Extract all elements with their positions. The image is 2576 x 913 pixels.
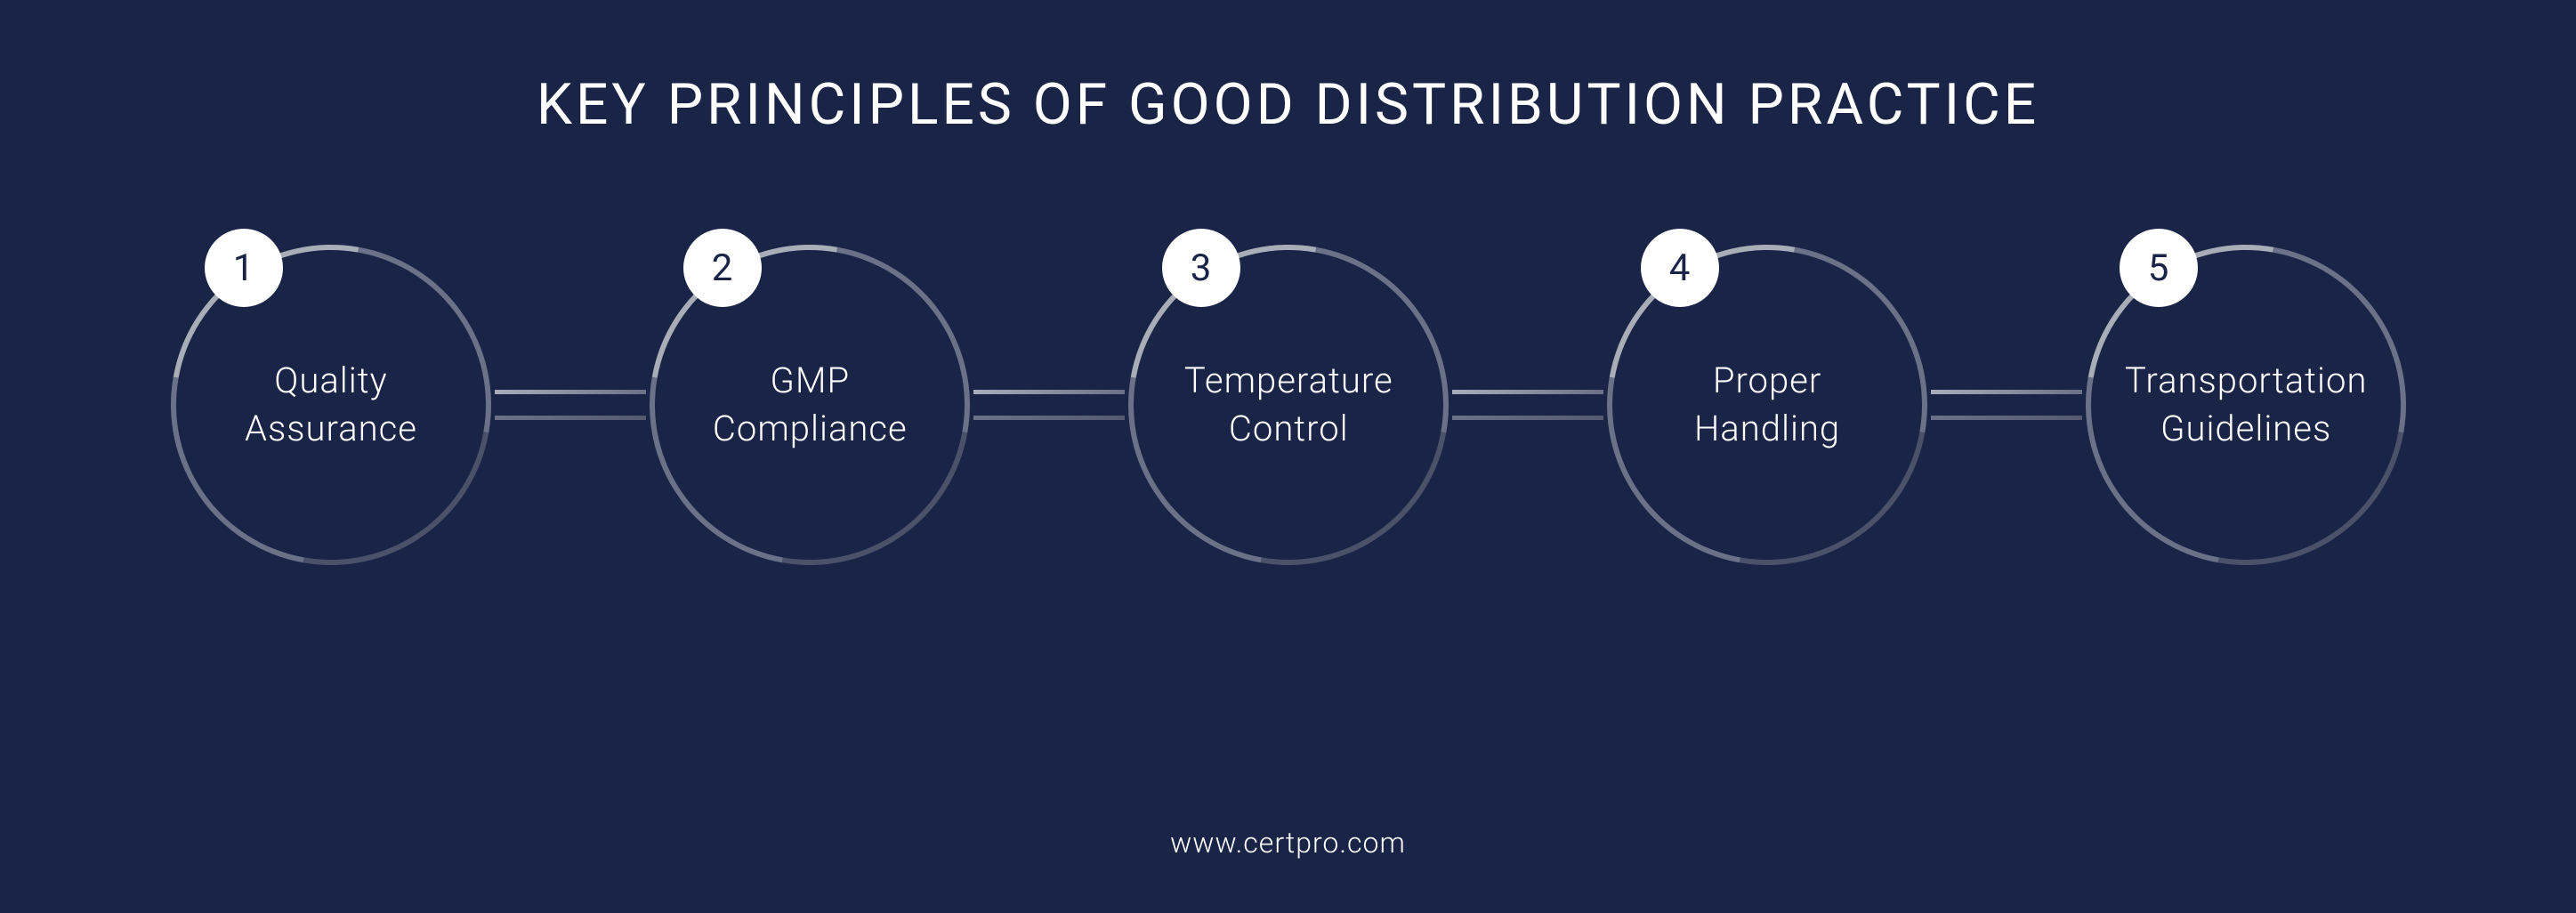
footer-url: www.certpro.com: [1170, 826, 1406, 860]
label-line2: Assurance: [245, 408, 417, 449]
badge-number: 4: [1669, 246, 1691, 290]
label-line1: Proper: [1712, 360, 1821, 401]
badge-number: 3: [1191, 246, 1212, 290]
connector: [495, 371, 646, 439]
principle-badge: 2: [683, 229, 762, 307]
label-line1: Temperature: [1183, 360, 1393, 401]
connector-line-bottom: [495, 416, 646, 420]
connector: [1931, 371, 2082, 439]
principle-badge: 1: [205, 229, 283, 307]
connector-line-top: [1931, 390, 2082, 394]
label-line2: Compliance: [712, 408, 907, 449]
infographic-container: KEY PRINCIPLES OF GOOD DISTRIBUTION PRAC…: [0, 0, 2576, 913]
connector-line-bottom: [973, 416, 1125, 420]
principle-badge: 5: [2120, 229, 2198, 307]
principle-3: 3 Temperature Control: [1128, 245, 1449, 565]
principle-circle: GMP Compliance: [586, 182, 1032, 627]
main-title: KEY PRINCIPLES OF GOOD DISTRIBUTION PRAC…: [537, 71, 2039, 138]
principle-1: 1 Quality Assurance: [171, 245, 491, 565]
principle-4: 4 Proper Handling: [1607, 245, 1927, 565]
badge-number: 2: [712, 246, 733, 290]
connector-line-bottom: [1931, 416, 2082, 420]
badge-number: 1: [233, 246, 254, 290]
principle-circle: Temperature Control: [1065, 182, 1511, 627]
principle-label: Temperature Control: [1183, 357, 1393, 453]
principle-badge: 3: [1162, 229, 1240, 307]
principle-2: 2 GMP Compliance: [650, 245, 970, 565]
label-line2: Control: [1228, 408, 1348, 449]
connector-line-top: [495, 390, 646, 394]
principles-row: 1 Quality Assurance 2 GMP Compliance: [107, 245, 2469, 565]
principle-label: Proper Handling: [1693, 357, 1839, 453]
principle-circle: Transportation Guidelines: [2023, 182, 2468, 627]
connector-line-top: [973, 390, 1125, 394]
label-line1: GMP: [770, 360, 850, 401]
principle-badge: 4: [1641, 229, 1719, 307]
principle-5: 5 Transportation Guidelines: [2086, 245, 2406, 565]
label-line2: Handling: [1693, 408, 1839, 449]
badge-number: 5: [2148, 246, 2169, 290]
principle-circle: Proper Handling: [1544, 182, 1990, 627]
connector: [1452, 371, 1603, 439]
label-line2: Guidelines: [2160, 408, 2330, 449]
label-line1: Quality: [274, 360, 387, 401]
label-line1: Transportation: [2124, 360, 2366, 401]
principle-circle: Quality Assurance: [108, 182, 553, 627]
connector-line-top: [1452, 390, 1603, 394]
connector-line-bottom: [1452, 416, 1603, 420]
principle-label: GMP Compliance: [712, 357, 907, 453]
connector: [973, 371, 1125, 439]
principle-label: Transportation Guidelines: [2124, 357, 2366, 453]
principle-label: Quality Assurance: [245, 357, 417, 453]
